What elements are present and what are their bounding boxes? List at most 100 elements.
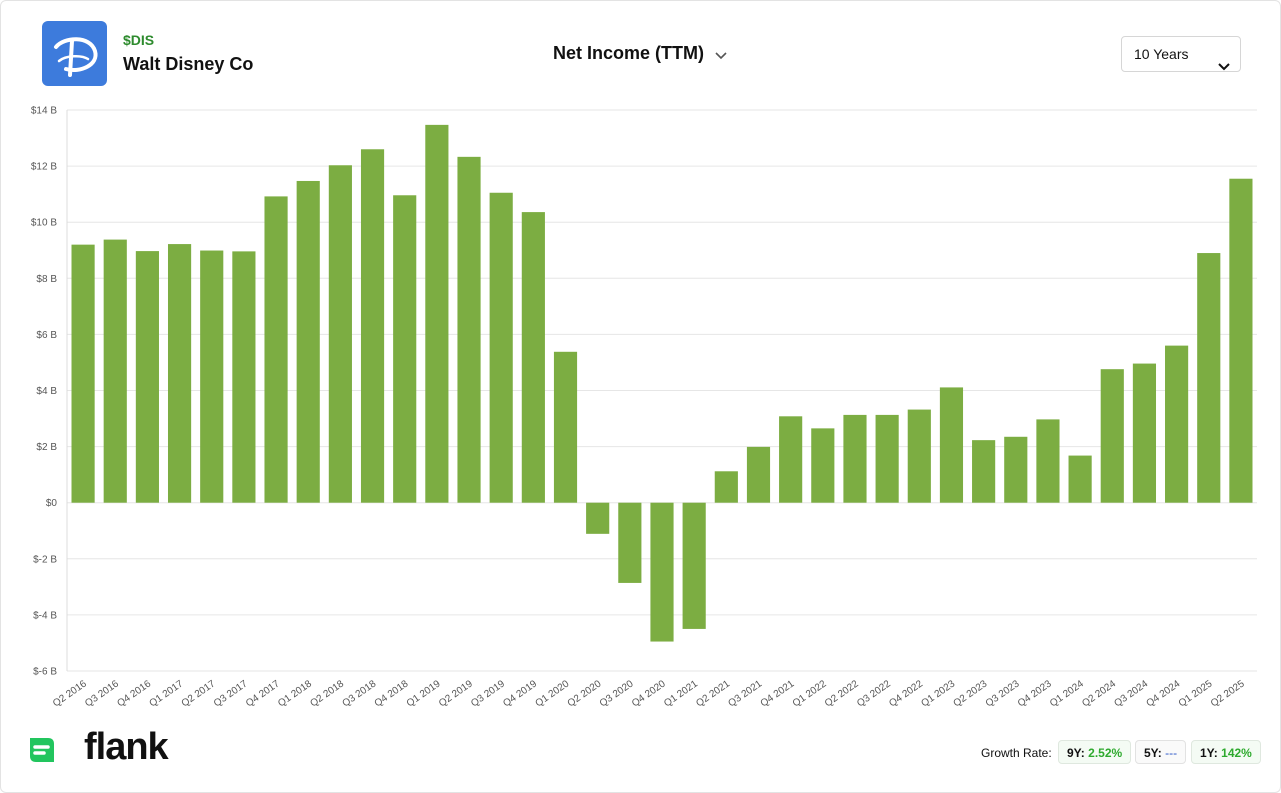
- x-tick-label: Q1 2023: [919, 678, 957, 709]
- chevron-down-icon: [715, 44, 727, 65]
- growth-value: 142%: [1221, 746, 1252, 760]
- growth-period: 9Y:: [1067, 746, 1085, 760]
- x-tick-label: Q2 2016: [51, 678, 89, 709]
- metric-dropdown[interactable]: Net Income (TTM): [540, 43, 740, 65]
- x-tick-label: Q3 2024: [1112, 678, 1150, 709]
- growth-rate-label: Growth Rate:: [981, 746, 1052, 760]
- growth-value: ---: [1165, 746, 1178, 760]
- x-tick-label: Q2 2025: [1209, 678, 1247, 709]
- x-tick-label: Q1 2022: [791, 678, 829, 709]
- y-tick-label: $10 B: [31, 218, 57, 229]
- x-tick-label: Q3 2020: [598, 678, 636, 709]
- x-tick-label: Q2 2019: [437, 678, 475, 709]
- company-logo: [42, 21, 107, 86]
- growth-period: 1Y:: [1200, 746, 1218, 760]
- flank-logo-icon: [30, 738, 54, 762]
- x-tick-label: Q1 2019: [405, 678, 443, 709]
- x-tick-label: Q4 2017: [244, 678, 282, 709]
- x-tick-label: Q1 2020: [533, 678, 571, 709]
- x-tick-label: Q3 2023: [984, 678, 1022, 709]
- y-tick-label: $-4 B: [33, 610, 57, 621]
- x-tick-label: Q4 2019: [501, 678, 539, 709]
- bar-q1-2020[interactable]: [553, 351, 578, 503]
- bar-q2-2020[interactable]: [586, 502, 610, 534]
- x-tick-label: Q3 2021: [726, 678, 764, 709]
- x-tick-label: Q1 2018: [276, 678, 314, 709]
- x-tick-label: Q4 2023: [1016, 678, 1054, 709]
- x-tick-label: Q3 2017: [212, 678, 250, 709]
- bar-q3-2017[interactable]: [232, 251, 256, 503]
- y-tick-label: $4 B: [36, 386, 57, 397]
- range-select[interactable]: 10 Years: [1121, 36, 1241, 72]
- x-tick-label: Q4 2022: [887, 678, 925, 709]
- x-tick-label: Q1 2025: [1177, 678, 1215, 709]
- bar-q4-2021[interactable]: [779, 416, 803, 503]
- bar-q3-2019[interactable]: [489, 192, 513, 503]
- growth-badge-1y: 1Y: 142%: [1191, 740, 1261, 764]
- bar-q1-2019[interactable]: [425, 124, 449, 503]
- bar-q2-2016[interactable]: [71, 244, 95, 503]
- x-tick-label: Q2 2024: [1080, 678, 1118, 709]
- bar-q3-2016[interactable]: [103, 239, 127, 503]
- growth-badge-5y: 5Y: ---: [1135, 740, 1187, 764]
- bar-q4-2018[interactable]: [393, 195, 417, 503]
- bar-q4-2023[interactable]: [1036, 419, 1060, 503]
- bar-q2-2017[interactable]: [200, 250, 224, 503]
- bar-q3-2024[interactable]: [1132, 363, 1157, 503]
- disney-d-logo-icon: [54, 37, 98, 77]
- bar-q4-2016[interactable]: [135, 251, 159, 503]
- x-tick-label: Q2 2020: [566, 678, 604, 709]
- bar-q3-2021[interactable]: [746, 446, 771, 503]
- bar-q2-2022[interactable]: [843, 414, 867, 503]
- y-tick-label: $12 B: [31, 162, 57, 173]
- x-tick-label: Q4 2024: [1145, 678, 1183, 709]
- bar-q1-2024[interactable]: [1068, 455, 1092, 503]
- bar-q1-2021[interactable]: [682, 502, 706, 629]
- bar-q1-2022[interactable]: [811, 428, 835, 503]
- net-income-chart: $14 B $12 B $10 B $8 B $6 B $4 B $2 B $0 $-2 B $-…: [31, 106, 1257, 709]
- x-tick-label: Q1 2021: [662, 678, 700, 709]
- y-tick-label: $0: [46, 498, 58, 509]
- bar-q1-2017[interactable]: [167, 244, 192, 503]
- bar-q2-2021[interactable]: [714, 471, 738, 503]
- x-tick-label: Q2 2021: [694, 678, 732, 709]
- bar-q1-2023[interactable]: [939, 387, 964, 503]
- bar-q2-2018[interactable]: [328, 165, 352, 503]
- x-tick-label: Q3 2016: [83, 678, 121, 709]
- bar-q3-2022[interactable]: [875, 414, 899, 503]
- bar-q2-2024[interactable]: [1100, 369, 1124, 503]
- y-tick-label: $8 B: [36, 274, 57, 285]
- x-tick-label: Q3 2019: [469, 678, 507, 709]
- bar-q1-2025[interactable]: [1197, 253, 1221, 503]
- bar-q4-2017[interactable]: [264, 196, 288, 503]
- bar-q4-2024[interactable]: [1165, 345, 1189, 503]
- bar-q4-2020[interactable]: [650, 502, 674, 642]
- x-tick-label: Q3 2022: [855, 678, 893, 709]
- y-tick-label: $6 B: [36, 330, 57, 341]
- x-tick-label: Q2 2017: [180, 678, 218, 709]
- metric-title: Net Income (TTM): [552, 43, 704, 63]
- y-tick-label: $-2 B: [33, 554, 57, 565]
- x-tick-label: Q4 2020: [630, 678, 668, 709]
- bar-q4-2022[interactable]: [907, 409, 931, 503]
- x-tick-label: Q4 2016: [115, 678, 153, 709]
- x-tick-label: Q3 2018: [341, 678, 379, 709]
- y-tick-label: $-6 B: [33, 667, 57, 678]
- growth-value: 2.52%: [1088, 746, 1123, 760]
- y-tick-label: $14 B: [31, 106, 57, 117]
- bar-q2-2019[interactable]: [457, 156, 481, 503]
- bar-q2-2025[interactable]: [1229, 178, 1253, 503]
- bar-q3-2020[interactable]: [618, 502, 642, 583]
- growth-badge-9y: 9Y: 2.52%: [1058, 740, 1132, 764]
- ticker-symbol: $DIS: [123, 32, 155, 48]
- range-selected-value: 10 Years: [1134, 46, 1189, 62]
- bar-q1-2018[interactable]: [296, 180, 320, 503]
- bar-q3-2018[interactable]: [360, 149, 385, 503]
- bar-q2-2023[interactable]: [972, 440, 996, 503]
- y-tick-label: $2 B: [36, 442, 57, 453]
- x-tick-label: Q2 2022: [823, 678, 861, 709]
- chevron-down-icon: [1218, 49, 1230, 83]
- bar-q4-2019[interactable]: [521, 212, 545, 503]
- x-tick-label: Q2 2018: [308, 678, 346, 709]
- bar-q3-2023[interactable]: [1004, 436, 1028, 503]
